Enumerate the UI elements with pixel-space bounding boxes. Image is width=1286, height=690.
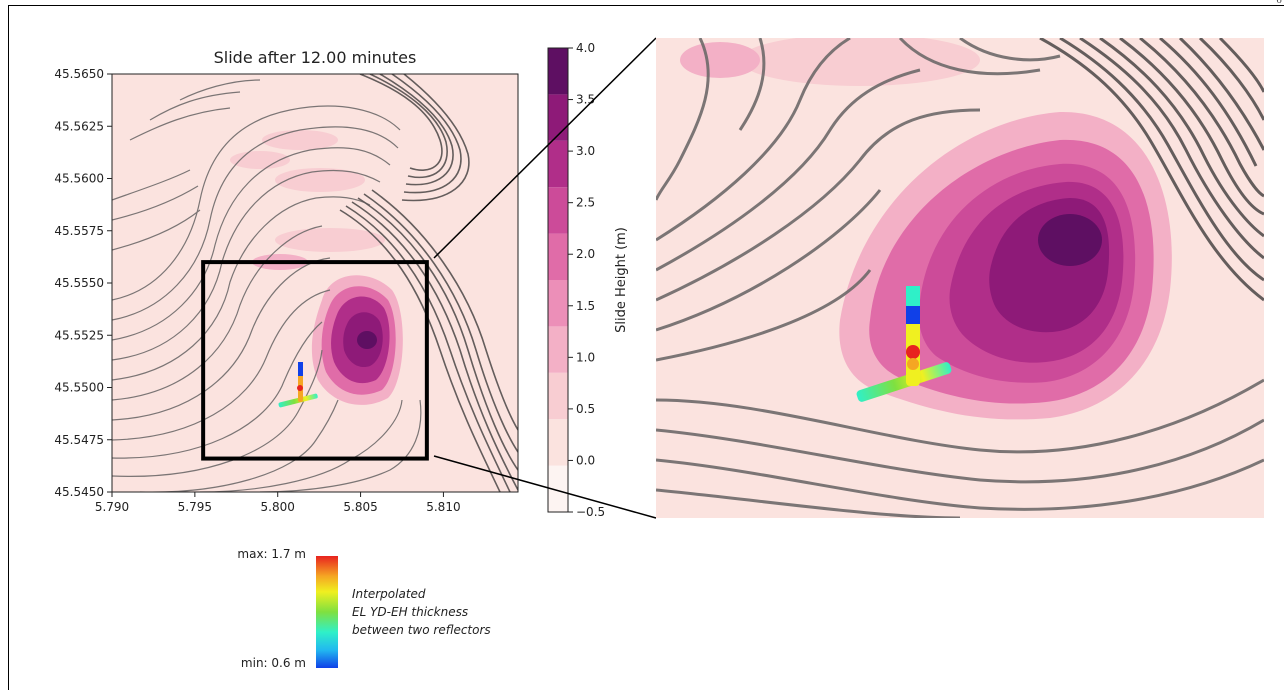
legend-min-label: min: 0.6 m xyxy=(241,656,306,670)
legend-color-ramp xyxy=(316,556,338,668)
page-frame-left xyxy=(8,5,9,690)
zoom-survey-line-ns-cyan xyxy=(906,286,920,306)
contour-lines xyxy=(112,79,422,492)
zoom-survey-max-point xyxy=(906,345,920,359)
colorbar-cells xyxy=(548,48,568,512)
colorbar-frame xyxy=(547,47,569,513)
slide-patch xyxy=(262,130,338,150)
zoom-slide-peak xyxy=(1038,214,1102,266)
y-axis: 45.5650 45.5625 45.5600 45.5575 45.5550 45.55… xyxy=(54,67,112,499)
legend-max-label: max: 1.7 m xyxy=(237,547,306,561)
zoom-slide-field xyxy=(656,38,1264,518)
colorbar-tick-label: −0.5 xyxy=(576,505,605,519)
y-tick-label: 45.5475 xyxy=(54,433,104,447)
y-tick-label: 45.5550 xyxy=(54,276,104,290)
zoom-slide-patch xyxy=(680,42,760,78)
x-tick-label: 5.805 xyxy=(343,500,377,514)
slide-patch xyxy=(275,168,365,192)
zoom-map-panel xyxy=(656,38,1264,518)
y-tick-label: 45.5525 xyxy=(54,328,104,342)
zoom-box xyxy=(201,260,429,461)
zoom-survey-point xyxy=(907,358,919,370)
x-tick-label: 5.790 xyxy=(95,500,129,514)
main-map-panel: Slide after 12.00 minutes xyxy=(54,48,519,514)
coast-contours xyxy=(339,74,518,492)
colorbar-tick-label: 3.5 xyxy=(576,93,595,107)
slide-patch xyxy=(275,228,385,252)
colorbar-tick-label: 0.5 xyxy=(576,402,595,416)
y-tick-label: 45.5650 xyxy=(54,67,104,81)
colorbar-tick-label: 1.5 xyxy=(576,299,595,313)
colorbar-cell xyxy=(548,48,568,95)
legend-text-line-3: between two reflectors xyxy=(352,623,491,637)
colorbar-tick-label: 4.0 xyxy=(576,41,595,55)
x-tick-label: 5.795 xyxy=(178,500,212,514)
colorbar-cell xyxy=(548,465,568,512)
slide-field xyxy=(112,74,518,492)
colorbar-cell xyxy=(548,326,568,373)
colorbar-cell xyxy=(548,233,568,280)
thickness-legend: max: 1.7 m min: 0.6 m Interpolated EL YD… xyxy=(237,547,490,670)
y-tick-label: 45.5500 xyxy=(54,381,104,395)
zoom-connector-bottom xyxy=(433,455,657,519)
corner-mark: 6 xyxy=(1276,0,1282,6)
y-tick-label: 45.5600 xyxy=(54,172,104,186)
colorbar-tick-label: 1.0 xyxy=(576,350,595,364)
colorbar-cell xyxy=(548,372,568,420)
x-axis: 5.790 5.795 5.800 5.805 5.810 xyxy=(95,492,461,514)
zoom-connector-top xyxy=(433,37,657,259)
zoom-survey-line xyxy=(856,286,952,402)
colorbar-cell xyxy=(548,419,568,466)
colorbar-tick-label: 2.0 xyxy=(576,247,595,261)
colorbar-ticks: 4.0 3.5 3.0 2.5 2.0 1.5 1.0 0.5 0.0 −0.5 xyxy=(568,41,605,519)
x-tick-label: 5.810 xyxy=(426,500,460,514)
colorbar-cell xyxy=(548,140,568,188)
colorbar-tick-label: 0.0 xyxy=(576,453,595,467)
colorbar-tick-label: 2.5 xyxy=(576,196,595,210)
zoom-survey-line-ns-blue xyxy=(906,306,920,324)
zoom-survey-line-ew xyxy=(856,362,952,402)
colorbar-cell xyxy=(548,94,568,141)
survey-max-point xyxy=(297,385,303,391)
legend-text-line-1: Interpolated xyxy=(352,587,426,601)
zoom-contour-lines xyxy=(656,38,1264,518)
colorbar-tick-label: 3.0 xyxy=(576,144,595,158)
survey-line xyxy=(278,362,318,408)
colorbar-cell xyxy=(548,187,568,234)
colorbar-label: Slide Height (m) xyxy=(614,227,629,333)
y-tick-label: 45.5575 xyxy=(54,224,104,238)
colorbar: 4.0 3.5 3.0 2.5 2.0 1.5 1.0 0.5 0.0 −0.5 Slide He… xyxy=(547,41,629,519)
survey-line-ns-top xyxy=(298,362,303,376)
y-tick-label: 45.5450 xyxy=(54,485,104,499)
legend-text-line-2: EL YD-EH thickness xyxy=(352,605,468,619)
zoom-slide-patch xyxy=(740,38,980,86)
x-tick-label: 5.800 xyxy=(261,500,295,514)
y-tick-label: 45.5625 xyxy=(54,119,104,133)
slide-peak xyxy=(357,331,377,349)
zoom-coast-contours xyxy=(1039,38,1264,302)
colorbar-cell xyxy=(548,280,568,327)
chart-title: Slide after 12.00 minutes xyxy=(214,48,417,67)
page-frame-top xyxy=(8,5,1284,6)
